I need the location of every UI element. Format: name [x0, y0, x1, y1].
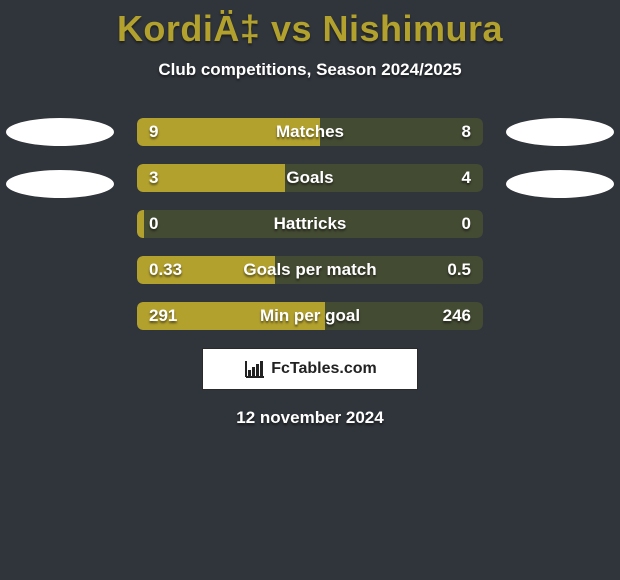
stat-row: 3Goals4 — [137, 164, 483, 192]
stat-right-value: 4 — [462, 164, 471, 192]
comparison-chart: 9Matches8 3Goals4 0Hattricks0 0.33Goals per… — [0, 118, 620, 330]
stat-label: Hattricks — [137, 210, 483, 238]
right-player-marker — [506, 170, 614, 198]
stat-right-value: 246 — [443, 302, 471, 330]
left-player-marker — [6, 118, 114, 146]
left-player-marker — [6, 170, 114, 198]
attribution-box: FcTables.com — [202, 348, 418, 390]
stat-row: 291Min per goal246 — [137, 302, 483, 330]
bar-chart-icon — [243, 359, 265, 379]
stat-label: Matches — [137, 118, 483, 146]
stat-label: Goals — [137, 164, 483, 192]
stat-right-value: 8 — [462, 118, 471, 146]
stat-row: 0Hattricks0 — [137, 210, 483, 238]
right-player-marker — [506, 118, 614, 146]
stat-right-value: 0.5 — [447, 256, 471, 284]
stat-label: Min per goal — [137, 302, 483, 330]
stat-right-value: 0 — [462, 210, 471, 238]
stat-row: 0.33Goals per match0.5 — [137, 256, 483, 284]
generated-date: 12 november 2024 — [236, 408, 383, 427]
attribution-text: FcTables.com — [271, 360, 377, 378]
page-title: KordiÄ‡ vs Nishimura — [117, 8, 503, 49]
subtitle: Club competitions, Season 2024/2025 — [158, 60, 461, 79]
stat-label: Goals per match — [137, 256, 483, 284]
stat-row: 9Matches8 — [137, 118, 483, 146]
